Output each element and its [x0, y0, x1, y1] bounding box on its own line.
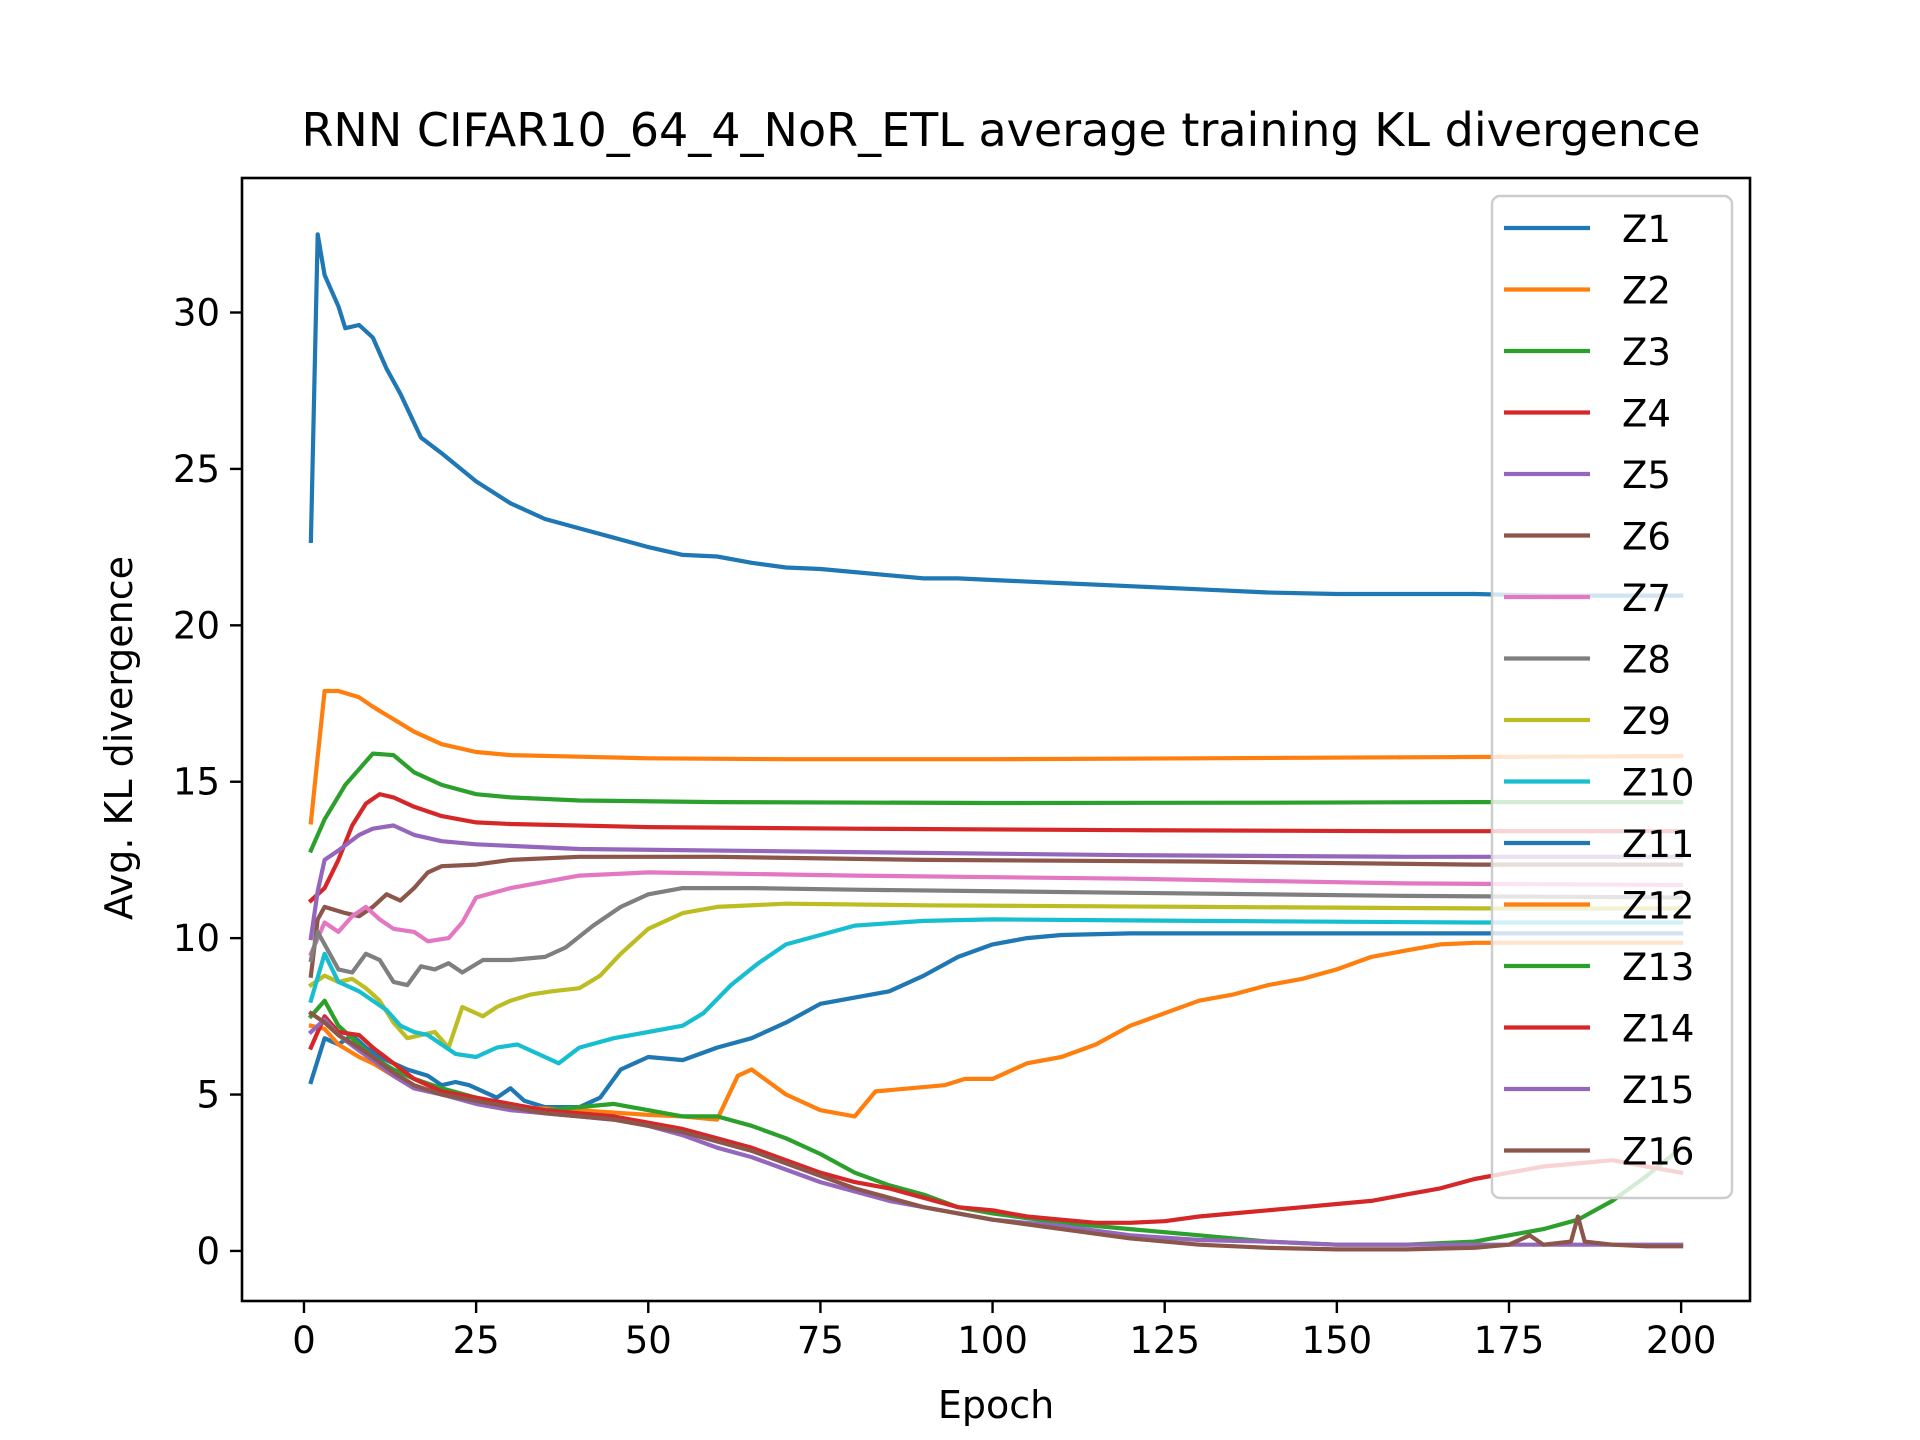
series-line-z8 [308, 886, 1684, 988]
legend-label-z16: Z16 [1622, 1131, 1694, 1174]
plot-frame [240, 176, 1752, 1303]
legend-box [1490, 194, 1734, 1200]
x-ticks: 0 25 50 75 100 125 150 175 200 [292, 1301, 1716, 1362]
legend-label-z6: Z6 [1622, 516, 1671, 559]
x-tick-label: 75 [797, 1319, 844, 1362]
series-line-z7 [308, 870, 1684, 957]
series-line-z6 [308, 854, 1684, 979]
y-axis-label: Avg. KL divergence [97, 556, 141, 920]
y-tick-label: 20 [173, 604, 220, 647]
series-layer [307, 232, 1685, 1252]
series-line-z1 [308, 232, 1684, 598]
series-line-z9 [307, 901, 1684, 1050]
x-tick-label: 25 [453, 1319, 500, 1362]
legend-label-z12: Z12 [1622, 885, 1694, 928]
legend-label-z14: Z14 [1622, 1008, 1694, 1051]
x-tick-label: 150 [1302, 1319, 1373, 1362]
y-tick-label: 10 [173, 917, 220, 960]
legend-label-z3: Z3 [1622, 331, 1671, 374]
series-line-z15 [307, 1017, 1684, 1247]
y-tick-label: 15 [173, 761, 220, 804]
legend-label-z2: Z2 [1622, 270, 1671, 313]
x-tick-label: 100 [957, 1319, 1028, 1362]
legend-label-z15: Z15 [1622, 1069, 1694, 1112]
series-line-z2 [308, 688, 1684, 825]
series-line-z3 [308, 751, 1684, 854]
legend-label-z9: Z9 [1622, 700, 1671, 743]
y-tick-label: 30 [173, 292, 220, 335]
series-line-z16 [307, 1010, 1684, 1252]
y-ticks: 0 5 10 15 20 25 30 [173, 292, 242, 1273]
series-line-z14 [308, 1014, 1684, 1225]
x-tick-label: 175 [1474, 1319, 1545, 1362]
legend-label-z10: Z10 [1622, 762, 1694, 805]
series-line-z5 [308, 823, 1684, 941]
legend-label-z5: Z5 [1622, 454, 1671, 497]
y-tick-label: 5 [196, 1074, 220, 1117]
series-line-z10 [308, 917, 1684, 1066]
x-axis-label: Epoch [938, 1383, 1054, 1427]
legend-label-z1: Z1 [1622, 208, 1671, 251]
x-tick-label: 0 [292, 1319, 316, 1362]
legend-label-z11: Z11 [1622, 823, 1694, 866]
legend-label-z13: Z13 [1622, 946, 1694, 989]
chart-title: RNN CIFAR10_64_4_NoR_ETL average trainin… [301, 103, 1700, 157]
legend-label-z4: Z4 [1622, 393, 1671, 436]
legend: Z1 Z2 Z3 Z4 Z5 Z6 Z7 Z8 Z9 Z10 Z11 Z12 Z13 Z14 Z15 Z16 [1490, 194, 1734, 1200]
x-tick-label: 125 [1129, 1319, 1200, 1362]
y-tick-label: 25 [173, 448, 220, 491]
x-tick-label: 50 [625, 1319, 672, 1362]
legend-label-z7: Z7 [1622, 577, 1671, 620]
legend-label-z8: Z8 [1622, 639, 1671, 682]
y-tick-label: 0 [196, 1230, 220, 1273]
x-tick-label: 200 [1646, 1319, 1717, 1362]
